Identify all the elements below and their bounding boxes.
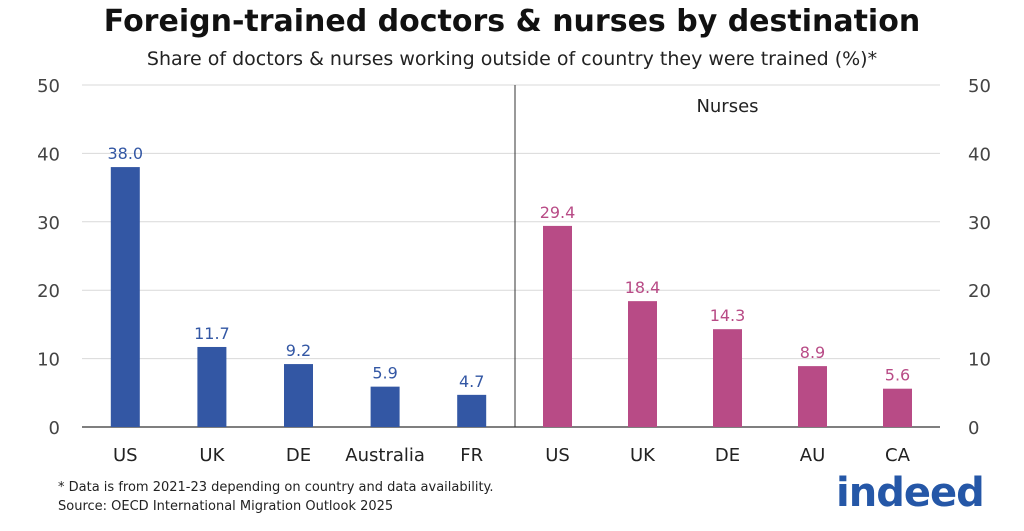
x-tick-label: US: [113, 445, 138, 466]
chart-subtitle: Share of doctors & nurses working outsid…: [146, 48, 878, 70]
panel-label: Nurses: [696, 96, 758, 117]
data-label: 9.2: [286, 341, 311, 360]
y-tick-label-right: 0: [968, 418, 979, 439]
x-tick-label: FR: [460, 445, 483, 466]
y-tick-label-right: 40: [968, 144, 991, 165]
data-label: 5.6: [885, 366, 910, 385]
y-tick-label-left: 50: [37, 76, 60, 97]
bar: [883, 388, 912, 427]
y-tick-label-left: 30: [37, 213, 60, 234]
source-note: Source: OECD International Migration Out…: [58, 499, 394, 514]
x-tick-label: US: [545, 445, 570, 466]
y-tick-label-right: 10: [968, 350, 991, 371]
data-label: 38.0: [107, 144, 143, 163]
bar: [798, 366, 827, 427]
y-tick-label-left: 10: [37, 350, 60, 371]
data-label: 14.3: [710, 306, 746, 325]
x-tick-label: UK: [199, 445, 225, 466]
y-tick-label-right: 30: [968, 213, 991, 234]
footnote: * Data is from 2021-23 depending on coun…: [58, 480, 494, 495]
x-tick-label: Australia: [345, 445, 425, 466]
y-tick-label-left: 40: [37, 144, 60, 165]
bar: [284, 364, 313, 427]
indeed-logo: indeed: [836, 470, 985, 516]
data-label: 8.9: [800, 343, 825, 362]
x-tick-label: UK: [630, 445, 656, 466]
bar: [197, 346, 227, 427]
data-label: 11.7: [194, 324, 230, 343]
data-label: 5.9: [372, 364, 397, 383]
bar: [628, 301, 657, 427]
y-tick-label-left: 0: [49, 418, 60, 439]
bar: [110, 167, 140, 427]
y-tick-label-right: 50: [968, 76, 991, 97]
bar: [543, 225, 572, 427]
x-tick-label: DE: [286, 445, 311, 466]
data-label: 29.4: [540, 203, 576, 222]
x-tick-label: AU: [800, 445, 826, 466]
data-label: 18.4: [625, 278, 661, 297]
y-tick-label-left: 20: [37, 281, 60, 302]
chart-title: Foreign-trained doctors & nurses by dest…: [103, 4, 921, 39]
bar: [370, 386, 400, 427]
y-tick-label-right: 20: [968, 281, 991, 302]
bar: [457, 394, 487, 427]
data-label: 4.7: [459, 372, 484, 391]
x-tick-label: CA: [885, 445, 911, 466]
x-tick-label: DE: [715, 445, 740, 466]
bar: [713, 329, 742, 427]
